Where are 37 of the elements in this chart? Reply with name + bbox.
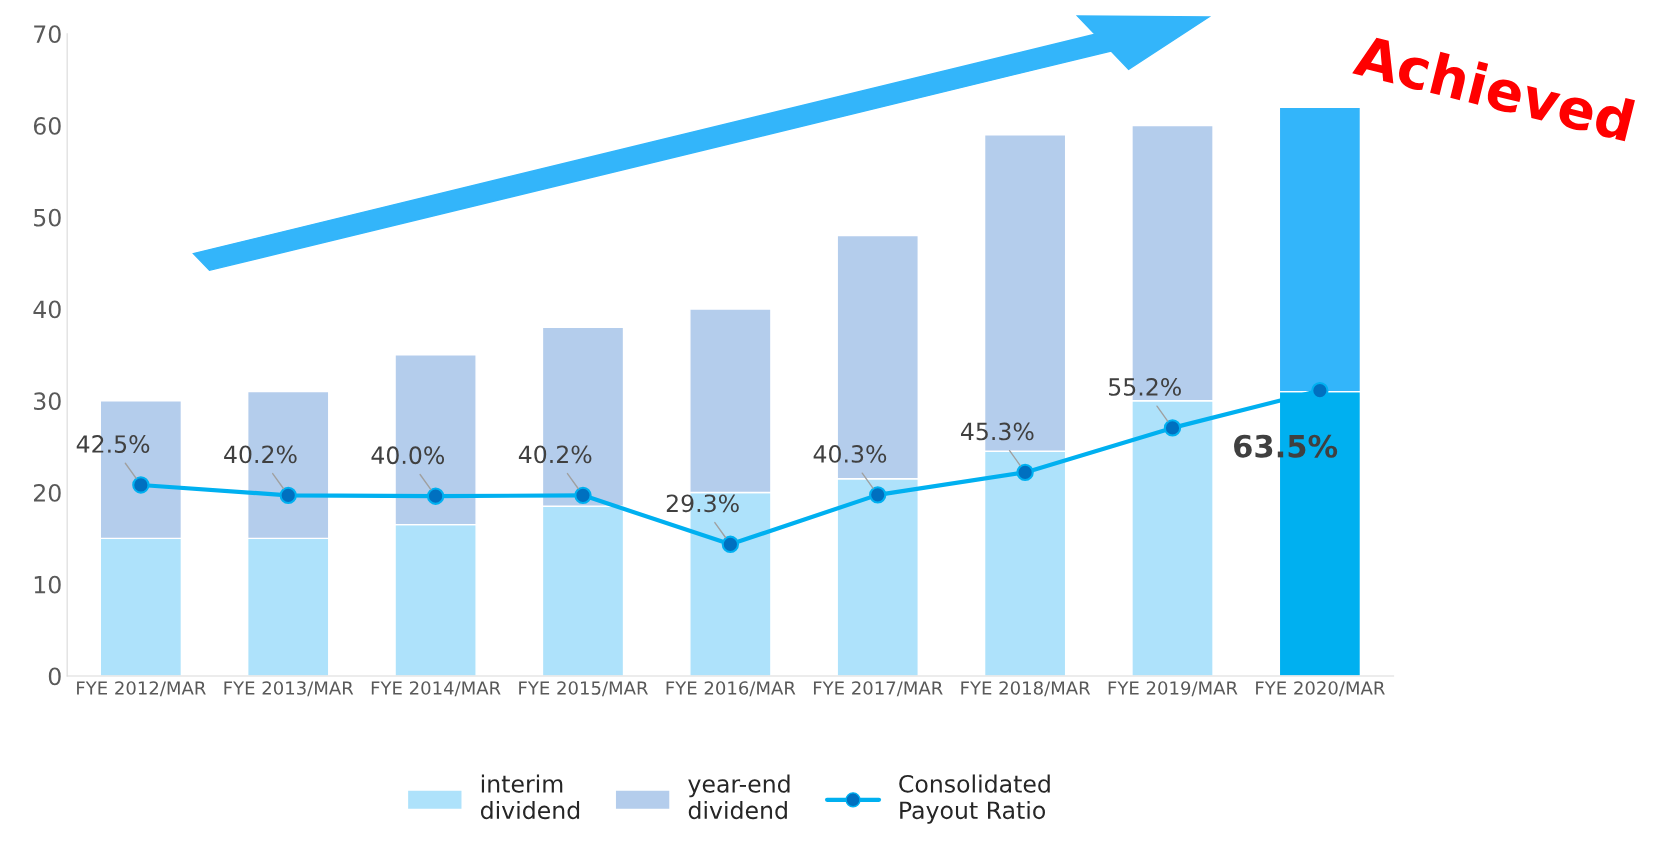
point [132,476,150,494]
y-tick-label: 70 [34,25,61,44]
point [1163,419,1182,437]
point [869,486,887,504]
point [574,486,592,504]
data-label: 45.3% [961,422,1034,441]
point [279,486,297,504]
data-label: 42.5% [76,435,150,453]
point [426,487,445,505]
y-tick-label: 10 [34,575,61,594]
y-tick-label: 40 [33,300,61,319]
point [721,535,740,553]
x-tick-label: FYE 2014/MAR [371,681,501,697]
x-tick-label: FYE 2015/MAR [519,681,648,697]
x-tick-label: FYE 2017/MAR [813,681,943,697]
y-tick-label: 30 [34,392,61,411]
x-tick-label: FYE 2013/MAR [224,681,354,697]
y-tick-label: 50 [34,208,61,227]
y-tick-label: 20 [33,483,61,502]
legend-label: Consolidated Payout Ratio [899,774,1050,824]
data-label: 40.0% [371,446,445,465]
x-tick-label: FYE 2016/MAR [666,681,796,697]
data-label: 40.2% [224,445,297,464]
x-tick-label: FYE 2018/MAR [961,681,1091,697]
y-tick-label: 0 [48,667,61,686]
data-label: 29.3% [666,494,739,513]
legend-label: year-end dividend [688,774,790,820]
point [1311,381,1329,400]
data-label: 40.2% [518,445,592,464]
x-tick-label: FYE 2019/MAR [1108,681,1238,697]
data-label: 40.3% [813,444,887,463]
legend-label: interim dividend [480,774,580,820]
point [1016,463,1034,482]
y-tick-label: 60 [33,116,61,135]
x-tick-label: FYE 2020/MAR [1256,681,1385,697]
x-tick-label: FYE 2012/MAR [77,681,206,697]
data-label: 55.2% [1109,377,1181,396]
